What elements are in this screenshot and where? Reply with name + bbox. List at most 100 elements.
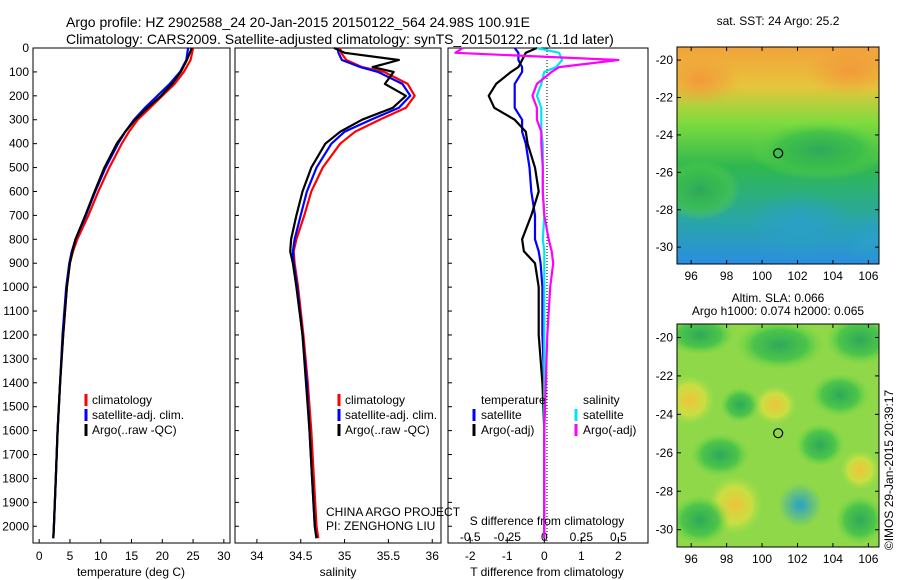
- temperature-x-tick-label: 30: [217, 549, 231, 563]
- temperature-profiles: [52, 47, 195, 539]
- depth-tick-label: 1800: [2, 471, 29, 485]
- t-difference-x-tick-label: -1: [502, 549, 513, 563]
- salinity-xlabel: salinity: [320, 565, 357, 579]
- depth-tick-label: 400: [9, 137, 29, 151]
- depth-tick-label: 700: [9, 208, 29, 222]
- depth-tick-label: 0: [22, 41, 29, 55]
- salinity-x-tick-label: 34.5: [289, 549, 313, 563]
- salinity-legend: climatology satellite-adj. clim. Argo(..…: [337, 393, 437, 437]
- temperature-x-tick-label: 15: [125, 549, 139, 563]
- sla-map-frame: [676, 323, 880, 548]
- t-difference-x-tick-label: 1: [578, 549, 585, 563]
- temperature-legend: climatology satellite-adj. clim. Argo(..…: [84, 393, 184, 437]
- sla-map: Altim. SLA: 0.066 Argo h1000: 0.074 h200…: [676, 291, 880, 548]
- temperature-x-axis: 0 5 10 15 20 25 30: [36, 539, 231, 563]
- legend-s-argo-label: Argo(-adj): [583, 423, 636, 437]
- difference-profiles: [454, 46, 620, 539]
- legend-argo-label: Argo(..raw -QC): [92, 423, 177, 437]
- sst-map-x-tick-label: 96: [684, 269, 698, 283]
- sst-map-y-tick-label: -30: [656, 240, 674, 254]
- legend-argo-label: Argo(..raw -QC): [345, 423, 430, 437]
- legend-climatology-label: climatology: [345, 393, 405, 407]
- salinity-x-tick-label: 36: [426, 549, 440, 563]
- sst-map-x-tick-label: 98: [720, 269, 734, 283]
- figure-title-line2: Climatology: CARS2009. Satellite-adjuste…: [66, 31, 614, 47]
- depth-tick-label: 2000: [2, 519, 29, 533]
- s-difference-x-tick-label: -0.25: [494, 530, 522, 544]
- t-difference-x-tick-label: 0: [541, 549, 548, 563]
- sla-map-title-line1: Altim. SLA: 0.066: [732, 291, 825, 305]
- legend-temperature-title: temperature: [481, 393, 546, 407]
- s-difference-x-tick-label: 0.5: [610, 530, 627, 544]
- salinity-x-axis: 34 34.5 35 35.5 36: [250, 539, 439, 563]
- depth-tick-label: 600: [9, 184, 29, 198]
- temperature-xlabel: temperature (deg C): [77, 565, 185, 579]
- difference-line-salinity-argo-adj-: [454, 47, 620, 539]
- depth-tick-label: 1600: [2, 424, 29, 438]
- difference-legend: temperature satellite Argo(-adj) salinit…: [472, 393, 636, 437]
- sst-map-features: [677, 47, 879, 264]
- sla-map-argo-marker: [773, 428, 784, 439]
- sst-map-y-tick-label: -22: [656, 91, 674, 105]
- temperature-x-tick-label: 10: [94, 549, 108, 563]
- depth-tick-label: 1700: [2, 448, 29, 462]
- temperature-line-climatology: [52, 47, 195, 539]
- sla-map-y-tick-label: -24: [656, 407, 674, 421]
- sst-map-argo-marker: [773, 148, 784, 159]
- t-difference-xlabel: T difference from climatology: [470, 565, 624, 579]
- sla-map-y-tick-label: -30: [656, 523, 674, 537]
- sst-map-x-tick-label: 102: [787, 269, 807, 283]
- s-difference-x-tick-label: 0.25: [570, 530, 594, 544]
- difference-panel-frame: [447, 47, 649, 544]
- s-difference-x-tick-label: -0.5: [460, 530, 481, 544]
- salinity-panel-frame: [234, 47, 442, 544]
- depth-tick-label: 500: [9, 161, 29, 175]
- sla-map-title-line2: Argo h1000: 0.074 h2000: 0.065: [692, 304, 864, 318]
- legend-salinity-title: salinity: [583, 393, 620, 407]
- legend-s-satellite-label: satellite: [583, 408, 624, 422]
- temperature-line-satellite-adj-clim-: [52, 47, 190, 539]
- legend-t-argo-label: Argo(-adj): [481, 423, 534, 437]
- legend-climatology-label: climatology: [92, 393, 152, 407]
- depth-tick-label: 100: [9, 65, 29, 79]
- legend-t-satellite-label: satellite: [481, 408, 522, 422]
- temperature-x-tick-label: 25: [186, 549, 200, 563]
- sst-map-axes: 96 98 100 102 104 106 -20 -22 -24 -26 -28 -30: [656, 47, 879, 283]
- t-difference-x-tick-label: 2: [615, 549, 622, 563]
- difference-line-temperature-satellite: [513, 47, 546, 539]
- sla-map-x-tick-label: 102: [787, 552, 807, 566]
- sla-map-x-tick-label: 104: [823, 552, 843, 566]
- difference-line-temperature-argo-adj-: [487, 46, 546, 539]
- sla-map-features: [677, 324, 879, 545]
- sst-map-frame: [676, 46, 880, 265]
- depth-tick-label: 1200: [2, 328, 29, 342]
- depth-tick-label: 800: [9, 232, 29, 246]
- imos-timestamp: ©IMOS 29-Jan-2015 20:39:17: [882, 390, 896, 551]
- temperature-x-tick-label: 0: [36, 549, 43, 563]
- depth-tick-label: 1400: [2, 376, 29, 390]
- legend-satellite-label: satellite-adj. clim.: [345, 408, 437, 422]
- sst-map-x-tick-label: 106: [858, 269, 878, 283]
- sla-map-x-tick-label: 106: [858, 552, 878, 566]
- project-name: CHINA ARGO PROJECT: [326, 505, 461, 519]
- depth-tick-label: 1300: [2, 352, 29, 366]
- t-difference-x-tick-label: -2: [465, 549, 476, 563]
- sst-map-y-tick-label: -20: [656, 53, 674, 67]
- sst-map-x-tick-label: 104: [823, 269, 843, 283]
- sla-map-x-tick-label: 100: [752, 552, 772, 566]
- project-pi: PI: ZENGHONG LIU: [326, 519, 435, 533]
- legend-satellite-label: satellite-adj. clim.: [92, 408, 184, 422]
- s-difference-x-axis: -0.5 -0.25 0 0.25 0.5: [460, 530, 627, 544]
- sst-map-y-tick-label: -28: [656, 203, 674, 217]
- depth-tick-label: 1100: [3, 304, 29, 318]
- salinity-x-tick-label: 35: [338, 549, 352, 563]
- sst-map-title: sat. SST: 24 Argo: 25.2: [717, 14, 840, 28]
- depth-tick-label: 1000: [2, 280, 29, 294]
- depth-tick-label: 900: [9, 256, 29, 270]
- sst-map-y-tick-label: -24: [656, 128, 674, 142]
- depth-tick-label: 300: [9, 113, 29, 127]
- temperature-x-tick-label: 20: [156, 549, 170, 563]
- salinity-x-tick-label: 34: [250, 549, 264, 563]
- depth-tick-label: 1900: [2, 495, 29, 509]
